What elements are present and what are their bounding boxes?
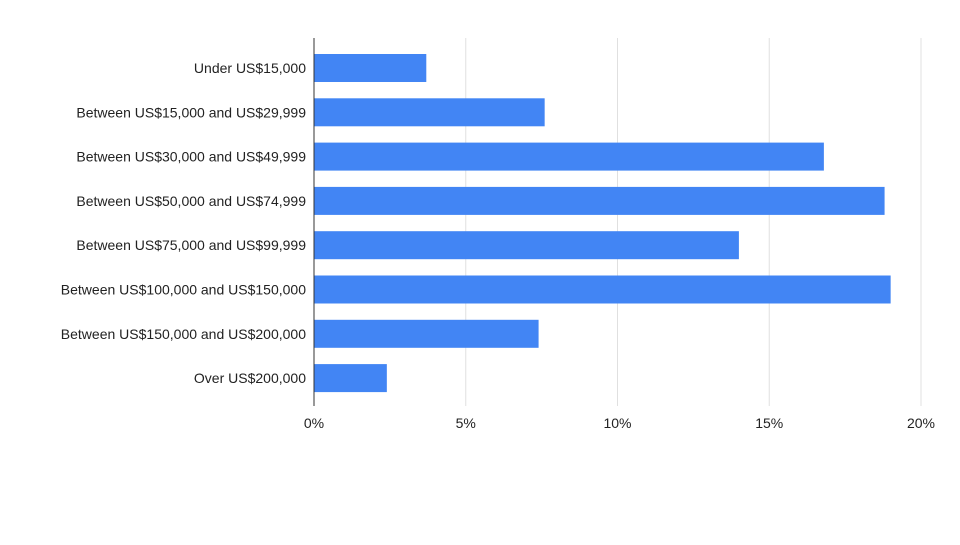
category-labels: Under US$15,000 Between US$15,000 and US$… [61,60,306,386]
bar-6 [314,319,539,348]
category-label-5: Between US$100,000 and US$150,000 [61,282,306,298]
grid-lines [465,38,922,406]
x-tick-label-3: 15% [755,415,783,431]
category-label-1: Between US$15,000 and US$29,999 [76,104,306,120]
bar-2 [314,142,824,171]
category-label-0: Under US$15,000 [194,60,306,76]
category-label-3: Between US$50,000 and US$74,999 [76,193,306,209]
category-label-6: Between US$150,000 and US$200,000 [61,326,306,342]
bar-7 [314,364,387,393]
bars [314,54,891,393]
x-tick-labels: 0% 5% 10% 15% 20% [304,415,935,431]
category-label-4: Between US$75,000 and US$99,999 [76,237,306,253]
x-tick-label-0: 0% [304,415,324,431]
bar-5 [314,275,891,304]
bar-4 [314,231,739,260]
category-label-2: Between US$30,000 and US$49,999 [76,149,306,165]
bar-3 [314,186,885,215]
x-tick-label-2: 10% [603,415,631,431]
bar-0 [314,54,427,82]
x-tick-label-1: 5% [456,415,476,431]
bar-1 [314,98,545,127]
category-label-7: Over US$200,000 [194,370,306,386]
x-tick-label-4: 20% [907,415,935,431]
